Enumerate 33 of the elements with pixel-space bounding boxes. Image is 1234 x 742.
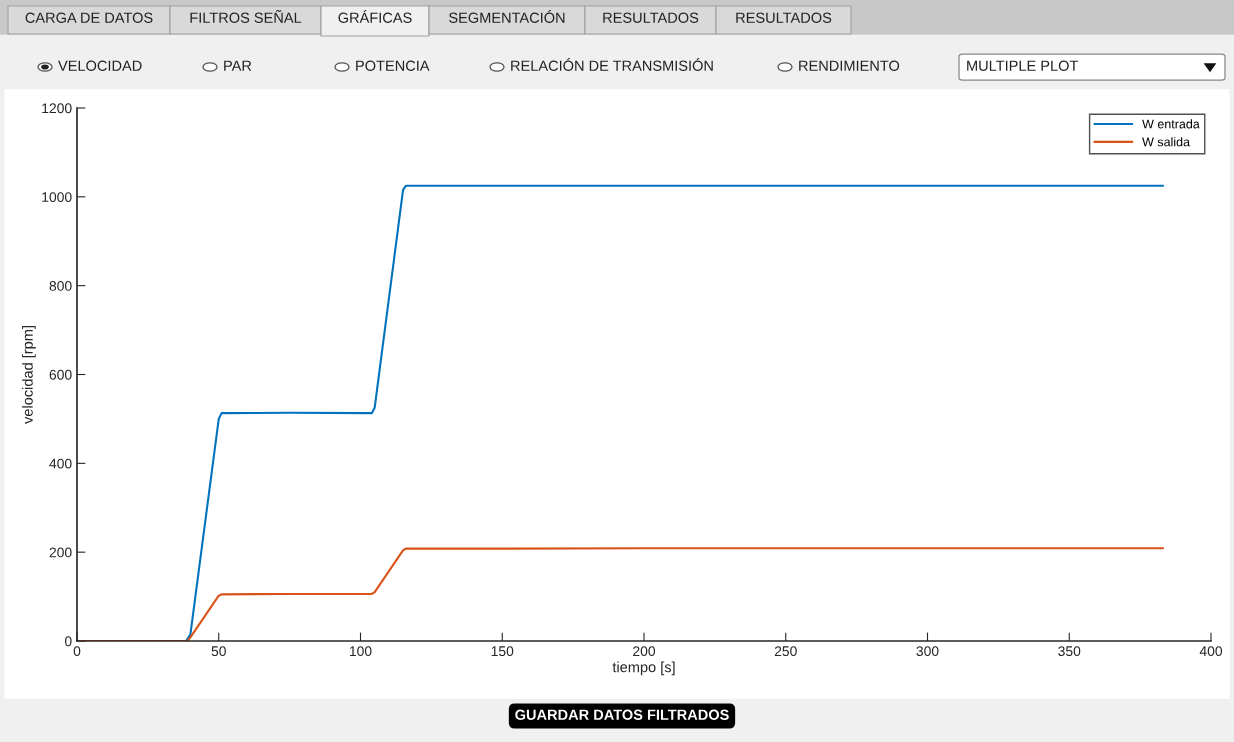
x-tick-label: 350 bbox=[1058, 646, 1081, 657]
text: RELACIÓN DE TRANSMISIÓN bbox=[511, 58, 713, 71]
x-tick-label: 200 bbox=[633, 646, 656, 657]
x-tick-label: 100 bbox=[349, 646, 372, 657]
text: SEGMENTACIÓN bbox=[449, 10, 565, 23]
y-axis-title: velocidad [rpm] bbox=[22, 326, 36, 424]
y-tick-label: 600 bbox=[49, 369, 72, 380]
y-tick-label: 400 bbox=[49, 458, 72, 469]
x-tick-label: 50 bbox=[211, 646, 226, 657]
y-tick-label: 1200 bbox=[42, 103, 72, 114]
text: GRÁFICAS bbox=[338, 10, 412, 23]
text: RESULTADOS bbox=[736, 12, 832, 23]
text: CARGA DE DATOS bbox=[25, 12, 153, 23]
x-tick-label: 150 bbox=[491, 646, 514, 657]
legend-label: W salida bbox=[1142, 137, 1191, 147]
x-axis-title: tiempo [s] bbox=[612, 661, 675, 676]
y-tick-label: 0 bbox=[64, 636, 72, 647]
x-tick-label: 300 bbox=[916, 646, 939, 657]
y-tick-label: 200 bbox=[49, 547, 72, 558]
text: MULTIPLE PLOT bbox=[967, 60, 1079, 71]
text: PAR bbox=[224, 60, 252, 71]
y-tick-label: 1000 bbox=[42, 192, 72, 202]
x-tick-label: 400 bbox=[1199, 646, 1223, 657]
y-tick-label: 800 bbox=[49, 281, 72, 291]
text: RESULTADOS bbox=[603, 12, 699, 23]
x-tick-label: 250 bbox=[774, 646, 797, 657]
legend-label: W entrada bbox=[1142, 119, 1200, 129]
text: VELOCIDAD bbox=[58, 60, 142, 71]
text: FILTROS SEÑAL bbox=[190, 9, 302, 23]
text: POTENCIA bbox=[356, 60, 430, 71]
x-tick-label: 0 bbox=[73, 646, 81, 657]
text: RENDIMIENTO bbox=[799, 60, 900, 71]
text: GUARDAR DATOS FILTRADOS bbox=[515, 709, 729, 720]
